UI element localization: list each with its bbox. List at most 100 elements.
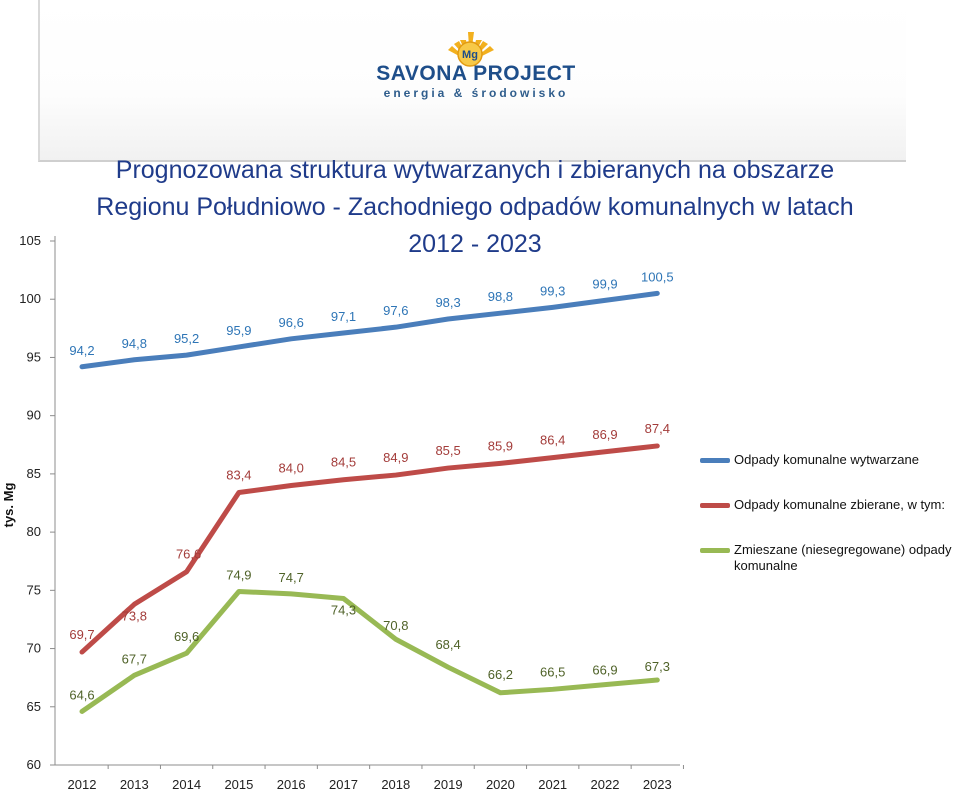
data-label: 74,7: [279, 570, 304, 585]
legend-item-series-2: Odpady komunalne zbierane, w tym:: [700, 497, 959, 513]
chart-title-line-1: Prognozowana struktura wytwarzanych i zb…: [115, 156, 835, 184]
data-label: 85,9: [488, 438, 513, 453]
data-label: 67,7: [122, 651, 147, 666]
data-label: 74,3: [331, 602, 356, 617]
legend-label-series-2: Odpady komunalne zbierane, w tym:: [734, 497, 945, 512]
data-point: [499, 692, 501, 694]
x-tick-label: 2021: [538, 777, 567, 791]
data-point: [290, 338, 292, 340]
data-point: [552, 688, 554, 690]
data-point: [552, 457, 554, 459]
series-line-1: [79, 290, 660, 370]
y-tick-label: 75: [27, 582, 41, 597]
data-point: [447, 666, 449, 668]
y-tick-label: 80: [27, 524, 41, 539]
data-point: [186, 571, 188, 573]
y-tick-label: 95: [27, 349, 41, 364]
x-tick-label: 2020: [486, 777, 515, 791]
data-point: [656, 679, 658, 681]
y-axis-label: tys. Mg: [1, 483, 16, 528]
x-tick-label: 2016: [277, 777, 306, 791]
data-point: [604, 451, 606, 453]
legend-item-series-1: Odpady komunalne wytwarzane: [700, 452, 959, 468]
data-label: 66,5: [540, 664, 565, 679]
x-tick-label: 2023: [643, 777, 672, 791]
data-point: [238, 346, 240, 348]
data-point: [656, 292, 658, 294]
data-point: [290, 593, 292, 595]
data-point: [81, 651, 83, 653]
data-label: 86,4: [540, 433, 565, 448]
data-label: 84,5: [331, 455, 356, 470]
logo-banner: Mg SAVONA PROJECT energia & środowisko: [38, 0, 906, 162]
data-label: 69,7: [69, 627, 94, 642]
data-point: [133, 674, 135, 676]
data-point: [238, 590, 240, 592]
legend-swatch-series-1: [700, 458, 730, 463]
data-point: [395, 474, 397, 476]
data-label: 98,8: [488, 289, 513, 304]
data-label: 67,3: [645, 659, 670, 674]
brand-tagline: energia & środowisko: [383, 86, 569, 100]
data-point: [447, 467, 449, 469]
data-point: [186, 354, 188, 356]
x-tick-label: 2014: [172, 777, 201, 791]
data-point: [343, 479, 344, 481]
x-tick-label: 2019: [434, 777, 463, 791]
data-label: 94,8: [122, 336, 147, 351]
data-label: 69,6: [174, 629, 199, 644]
data-label: 95,9: [226, 323, 251, 338]
data-label: 95,2: [174, 331, 199, 346]
data-label: 96,6: [279, 315, 304, 330]
data-label: 100,5: [641, 269, 674, 284]
legend-swatch-series-2: [700, 503, 730, 508]
data-point: [656, 445, 658, 447]
sun-logo-icon: Mg: [448, 32, 494, 67]
data-point: [238, 492, 240, 494]
data-point: [395, 638, 397, 640]
data-point: [290, 485, 292, 487]
brand-name: SAVONA PROJECT: [376, 62, 576, 85]
x-tick-label: 2022: [591, 777, 620, 791]
data-label: 99,3: [540, 283, 565, 298]
legend-label-series-1: Odpady komunalne wytwarzane: [734, 452, 919, 467]
x-tick-label: 2015: [224, 777, 253, 791]
data-label: 94,2: [69, 343, 94, 358]
y-tick-label: 70: [27, 641, 41, 656]
data-label: 70,8: [383, 618, 408, 633]
data-point: [133, 603, 135, 605]
x-tick-label: 2012: [68, 777, 97, 791]
legend-label-series-3: Zmieszane (niesegregowane) odpady komuna…: [734, 542, 952, 573]
data-label: 66,2: [488, 667, 513, 682]
y-tick-label: 85: [27, 466, 41, 481]
data-label: 97,6: [383, 303, 408, 318]
data-label: 74,9: [226, 567, 251, 582]
legend-item-series-3: Zmieszane (niesegregowane) odpady komuna…: [700, 542, 959, 574]
data-point: [395, 326, 397, 328]
chart-title-line-3: 2012 - 2023: [408, 230, 542, 258]
data-label: 87,4: [645, 421, 670, 436]
chart-title: Prognozowana struktura wytwarzanych i zb…: [40, 152, 910, 263]
data-label: 64,6: [69, 687, 94, 702]
y-tick-label: 105: [19, 233, 41, 248]
data-point: [604, 684, 606, 686]
y-tick-label: 60: [27, 757, 41, 772]
data-point: [552, 306, 554, 308]
data-label: 83,4: [226, 468, 251, 483]
data-label: 99,9: [592, 276, 617, 291]
data-point: [343, 332, 344, 334]
x-tick-label: 2017: [329, 777, 358, 791]
data-label: 86,9: [592, 427, 617, 442]
y-tick-label: 90: [27, 408, 41, 423]
chart-title-line-2: Regionu Południowo - Zachodniego odpadów…: [96, 193, 854, 221]
logo-mark-text: Mg: [462, 49, 478, 61]
x-tick-label: 2018: [381, 777, 410, 791]
data-label: 84,9: [383, 450, 408, 465]
data-point: [499, 312, 501, 314]
data-point: [81, 366, 83, 368]
data-point: [499, 462, 501, 464]
data-point: [133, 359, 135, 361]
data-label: 68,4: [435, 637, 460, 652]
legend-swatch-series-3: [700, 548, 730, 553]
